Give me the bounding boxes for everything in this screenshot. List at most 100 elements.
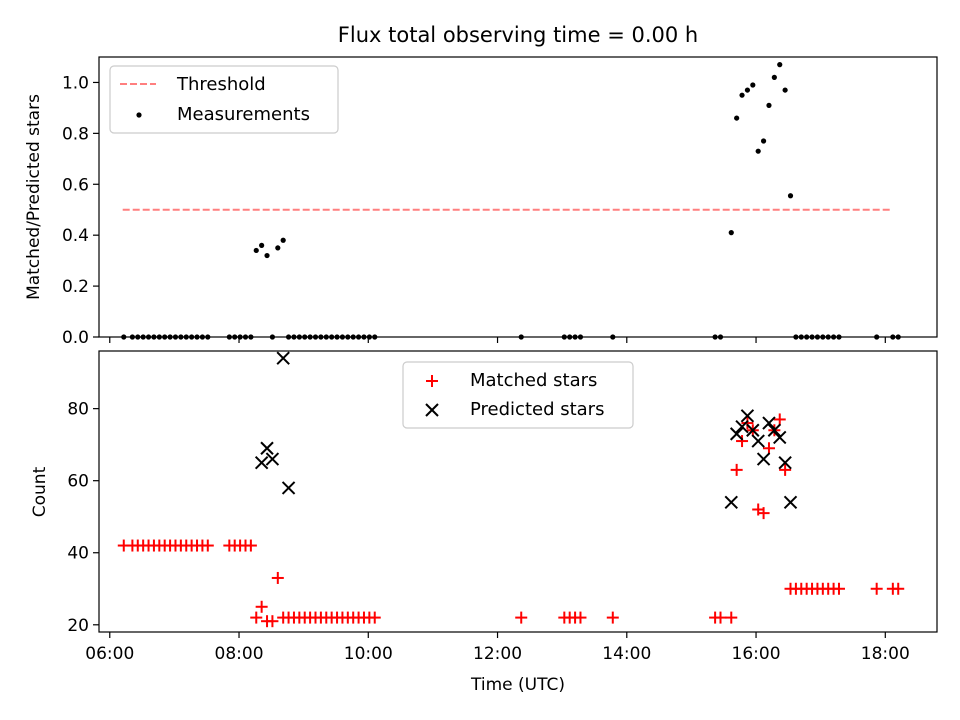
measurement-point [782, 87, 788, 93]
measurement-point [777, 62, 783, 68]
measurement-point [787, 193, 794, 199]
matched-star-point [892, 582, 905, 595]
matched-star-point [870, 582, 883, 595]
predicted-star-b [740, 409, 755, 423]
predicted-star-b [773, 430, 787, 445]
matched-star-point [606, 611, 619, 624]
top-legend-box [109, 65, 339, 134]
predicted-star-point [276, 351, 290, 365]
measurement-point [755, 148, 761, 154]
predicted-star-point [281, 481, 296, 495]
matched-star-point [255, 600, 268, 613]
legend-measurements-swatch [136, 112, 142, 118]
predicted-star-b [260, 441, 274, 455]
measurement-point [739, 92, 745, 98]
matched-star-point [266, 615, 279, 628]
predicted-star-point [773, 430, 787, 445]
matched-star-point [725, 611, 738, 624]
top-y-ticks: 0.0 0.2 0.4 0.6 0.8 1.0 [62, 73, 99, 348]
x-tick-label: 06:00 [85, 644, 134, 664]
x-tick-label: 08:00 [215, 644, 264, 664]
bottom-plot-frame [98, 350, 938, 633]
predicted-star-point [746, 423, 760, 437]
predicted-star-point [740, 409, 755, 423]
top-plot-frame [98, 56, 938, 338]
y-tick-label: 0.6 [62, 175, 89, 195]
measurement-point [760, 138, 767, 144]
predicted-star-b [762, 416, 776, 430]
matched-star-point [244, 539, 257, 552]
predicted-star-b [783, 495, 798, 510]
predicted-star-b [746, 423, 760, 437]
measurement-point [734, 115, 740, 121]
predicted-star-point [762, 416, 776, 430]
y-tick-label: 20 [67, 616, 89, 636]
y-tick-label: 1.0 [62, 73, 89, 93]
matched-star-point [736, 435, 749, 448]
legend-predicted-label: Predicted stars [470, 399, 604, 420]
bottom-y-ticks: 20 40 60 80 [67, 400, 99, 636]
predicted-star-b [729, 427, 744, 441]
matched-star-point [201, 539, 214, 552]
measurement-point [275, 245, 281, 251]
measurement-point [253, 247, 259, 254]
predicted-star-point [260, 441, 274, 455]
measurement-point [264, 252, 270, 259]
y-tick-label: 0.4 [62, 226, 89, 246]
matched-star-point [515, 611, 528, 624]
bottom-legend-box [402, 361, 634, 429]
predicted-star-b [751, 434, 765, 448]
matched-star-point [832, 582, 845, 595]
legend-predicted-swatch [425, 403, 439, 417]
predicted-star-point [783, 495, 798, 510]
y-tick-label: 0.0 [62, 328, 89, 348]
predicted-star-b [756, 452, 771, 466]
bottom-plot-area: 06:00 08:00 10:00 12:00 14:00 16:00 18:00 20 40… [30, 350, 938, 695]
predicted-star-point [778, 455, 792, 470]
predicted-star-point [767, 423, 782, 437]
x-tick-label: 16:00 [732, 644, 781, 664]
matched-star-point [250, 611, 263, 624]
x-tick-label: 10:00 [344, 644, 393, 664]
matched-star-point [574, 611, 587, 624]
predicted-star-b [778, 455, 792, 470]
top-legend: Threshold Measurements [109, 65, 339, 134]
y-tick-label: 0.2 [62, 277, 89, 297]
predicted-star-b [254, 455, 269, 470]
predicted-star-b [281, 481, 296, 495]
legend-matched-label: Matched stars [470, 370, 597, 391]
measurement-point [259, 242, 265, 248]
top-plot-area: 0.0 0.2 0.4 0.6 0.8 1.0 Matched/Predicted sta… [24, 56, 938, 348]
bottom-legend: Matched stars Predicted stars [402, 361, 634, 429]
predicted-star-point [735, 419, 749, 434]
top-chart-title: Flux total observing time = 0.00 h [338, 23, 698, 47]
predicted-star-b [735, 419, 749, 434]
matched-star-point [773, 413, 786, 426]
bottom-marks [117, 351, 905, 628]
matched-star-point [741, 417, 754, 430]
predicted-star-b [724, 495, 738, 510]
x-tick-label: 18:00 [861, 644, 910, 664]
y-tick-label: 60 [67, 472, 89, 492]
predicted-star-point [751, 434, 765, 448]
matched-star-point [757, 507, 770, 520]
top-x-ticks [109, 337, 886, 343]
matched-star-point [779, 463, 792, 476]
measurement-point [766, 102, 772, 108]
measurement-point [771, 74, 777, 80]
predicted-star-b [265, 452, 280, 466]
bottom-x-ticks: 06:00 08:00 10:00 12:00 14:00 16:00 18:00 [85, 632, 910, 664]
matched-star-point [714, 611, 727, 624]
predicted-star-b [276, 351, 290, 365]
matched-star-point [368, 611, 381, 624]
matched-star-point [730, 463, 743, 476]
predicted-star-point [254, 455, 269, 470]
y-tick-label: 40 [67, 544, 89, 564]
predicted-star-point [724, 495, 738, 510]
x-tick-label: 14:00 [602, 644, 651, 664]
measurement-point [728, 230, 734, 236]
bottom-y-axis-label: Count [30, 466, 50, 517]
measurement-point [280, 237, 286, 243]
predicted-star-point [729, 427, 744, 441]
